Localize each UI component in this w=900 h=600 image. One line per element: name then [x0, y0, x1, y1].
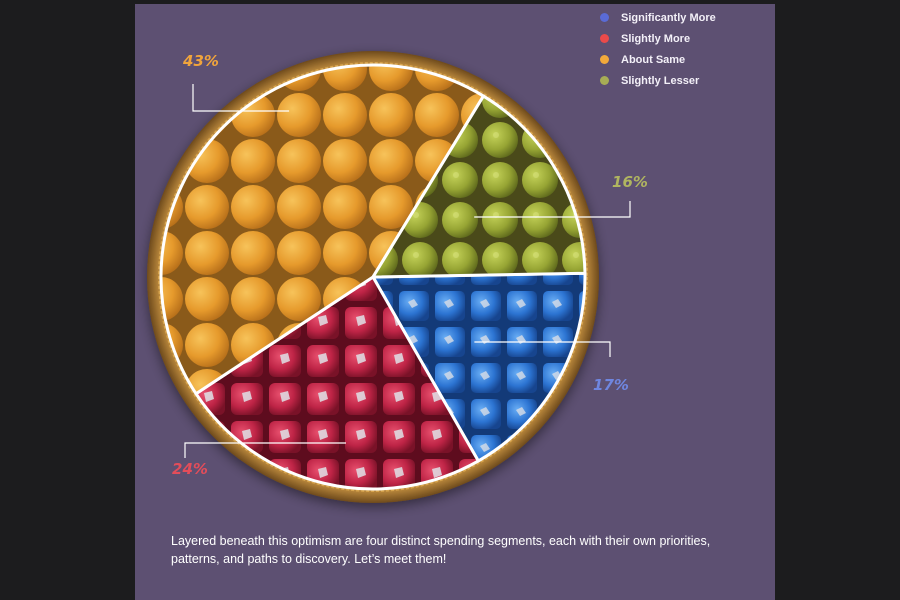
- legend-label: Slightly More: [621, 32, 691, 45]
- legend-item: Slightly More: [600, 28, 716, 49]
- data-label-slightly-lesser: 16%: [612, 173, 648, 191]
- pie-slice-slightly-more: [194, 275, 480, 491]
- legend-swatch: [600, 55, 609, 64]
- leader-line-significantly-more: [474, 341, 611, 357]
- pie-data-labels: 17% 24% 43% 16%: [172, 52, 648, 478]
- pie-slice-about-same: [159, 63, 485, 396]
- pie-leader-lines: [184, 84, 631, 458]
- pie-slices: [159, 63, 587, 491]
- legend-swatch: [600, 34, 609, 43]
- legend-swatch: [600, 76, 609, 85]
- legend-label: Slightly Lesser: [621, 74, 700, 87]
- caption-text: Layered beneath this optimism are four d…: [171, 534, 711, 566]
- leader-line-about-same: [192, 84, 290, 112]
- chart-legend: Significantly More Slightly More About Sam…: [600, 7, 716, 91]
- data-label-significantly-more: 17%: [593, 376, 629, 394]
- data-label-slightly-more: 24%: [172, 460, 208, 478]
- leader-line-slightly-more: [184, 442, 346, 458]
- legend-swatch: [600, 13, 609, 22]
- legend-item: Slightly Lesser: [600, 70, 716, 91]
- legend-label: Significantly More: [621, 11, 716, 24]
- tray-inner-ring: [158, 62, 588, 492]
- pie-slice-significantly-more: [371, 271, 587, 463]
- legend-item: Significantly More: [600, 7, 716, 28]
- pie-slice-slightly-lesser: [371, 94, 587, 279]
- leader-line-slightly-lesser: [474, 201, 631, 218]
- legend-label: About Same: [621, 53, 686, 66]
- legend-item: About Same: [600, 49, 716, 70]
- data-label-about-same: 43%: [182, 52, 219, 70]
